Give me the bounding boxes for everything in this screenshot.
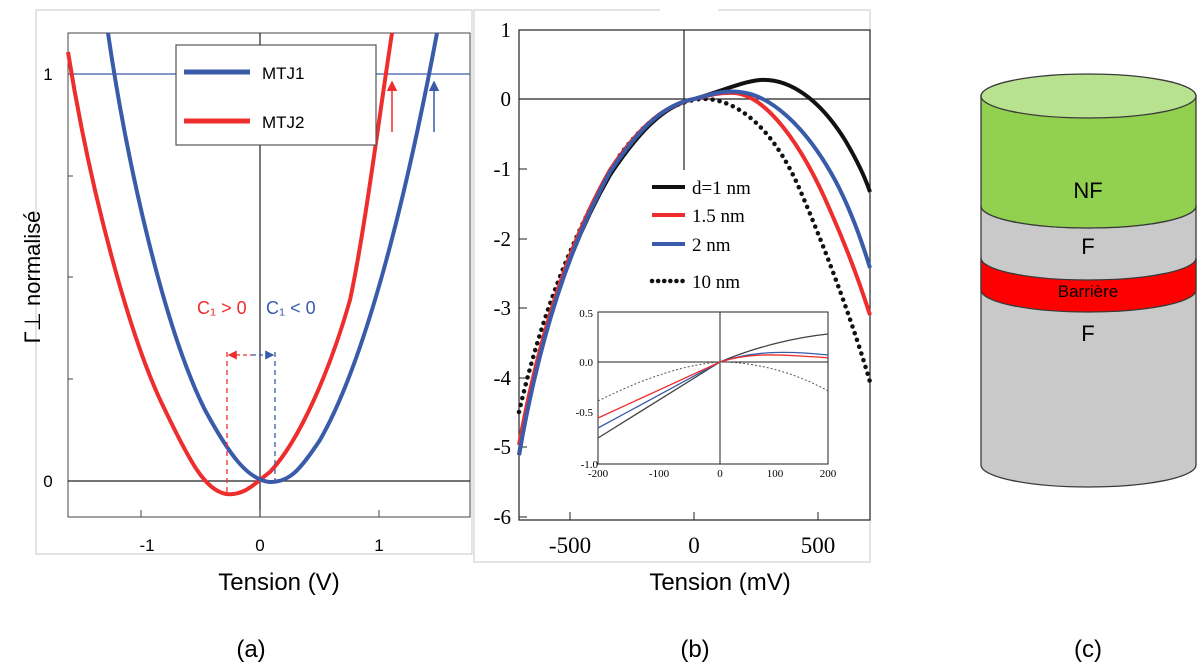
inset-ytick-neg1: -1.0 bbox=[581, 459, 599, 471]
ytick-a-0: 0 bbox=[43, 472, 52, 491]
c1-neg-label: C₁ < 0 bbox=[266, 298, 316, 318]
panel-c: NF F Barrière F (c) bbox=[980, 73, 1197, 663]
inset-xtick-100: 100 bbox=[767, 468, 784, 480]
legend-mtj1-label: MTJ1 bbox=[262, 64, 305, 83]
panel-a: -1 0 1 1 0 C₁ > 0 C₁ < 0 MTJ1 MTJ2 Tensi… bbox=[20, 9, 473, 663]
inset-ytick-neg0p5: -0.5 bbox=[576, 407, 594, 419]
panel-b: 1 0 -1 -2 -3 -4 -5 -6 -500 0 500 d=1 nm … bbox=[473, 8, 873, 663]
xtick-b-0: 0 bbox=[688, 533, 700, 558]
xlabel-b: Tension (mV) bbox=[649, 569, 790, 596]
ytick-b-neg6: -6 bbox=[494, 505, 512, 529]
legend-2nm-label: 2 nm bbox=[692, 235, 731, 256]
ytick-b-neg5: -5 bbox=[494, 435, 512, 459]
inset-plot: 0.5 0.0 -0.5 -1.0 -200 -100 0 100 200 bbox=[576, 308, 837, 480]
inset-1p5nm-line bbox=[597, 354, 829, 419]
xtick-b-neg500: -500 bbox=[549, 533, 591, 558]
caption-b: (b) bbox=[680, 636, 709, 663]
xtick-a-neg1: -1 bbox=[139, 536, 154, 555]
layer-barriere bbox=[980, 257, 1197, 313]
legend-1p5nm-label: 1.5 nm bbox=[692, 206, 745, 227]
cylinder-top bbox=[980, 73, 1197, 119]
ytick-b-neg4: -4 bbox=[494, 366, 512, 390]
caption-c: (c) bbox=[1074, 636, 1102, 663]
c1-pos-label: C₁ > 0 bbox=[197, 298, 247, 318]
series-2nm-line bbox=[517, 89, 872, 456]
xtick-b-500: 500 bbox=[801, 533, 836, 558]
ytick-b-1: 1 bbox=[501, 18, 512, 42]
legend-d1nm-label: d=1 nm bbox=[692, 178, 751, 199]
inset-ytick-0p5: 0.5 bbox=[579, 308, 593, 320]
xlabel-a: Tension (V) bbox=[218, 569, 339, 596]
ytick-b-neg1: -1 bbox=[494, 157, 512, 181]
inset-xtick-200: 200 bbox=[820, 468, 837, 480]
inset-xtick-0: 0 bbox=[717, 468, 723, 480]
inset-d1nm-line bbox=[597, 361, 721, 439]
legend-10nm-label: 10 nm bbox=[692, 272, 740, 293]
legend-a bbox=[175, 44, 377, 146]
inset-ytick-0: 0.0 bbox=[579, 357, 593, 369]
layer-f-lower bbox=[980, 205, 1197, 488]
ytick-b-neg2: -2 bbox=[494, 227, 512, 251]
layer-label-barriere: Barrière bbox=[1058, 282, 1118, 301]
inset-10nm-line bbox=[597, 361, 829, 402]
layer-label-f-lower: F bbox=[1081, 321, 1094, 346]
ytick-a-1: 1 bbox=[43, 65, 52, 84]
inset-xtick-neg200: -200 bbox=[588, 468, 609, 480]
xtick-a-0: 0 bbox=[255, 536, 264, 555]
series-mtj2-line bbox=[66, 32, 394, 497]
layer-label-f-upper: F bbox=[1081, 234, 1094, 259]
series-mtj1-line bbox=[106, 32, 439, 485]
plot-frame-a bbox=[67, 32, 471, 518]
ytick-b-0: 0 bbox=[501, 87, 512, 111]
xtick-a-1: 1 bbox=[374, 536, 383, 555]
inset-d1nm-line-b bbox=[719, 333, 829, 363]
legend-mtj2-label: MTJ2 bbox=[262, 113, 305, 132]
caption-a: (a) bbox=[236, 636, 265, 663]
layer-nf bbox=[980, 95, 1197, 229]
layer-label-nf: NF bbox=[1073, 178, 1102, 203]
inset-xtick-neg100: -100 bbox=[649, 468, 670, 480]
ylabel-a: Γ⊥ normalisé bbox=[20, 211, 45, 344]
ytick-b-neg3: -3 bbox=[494, 296, 512, 320]
